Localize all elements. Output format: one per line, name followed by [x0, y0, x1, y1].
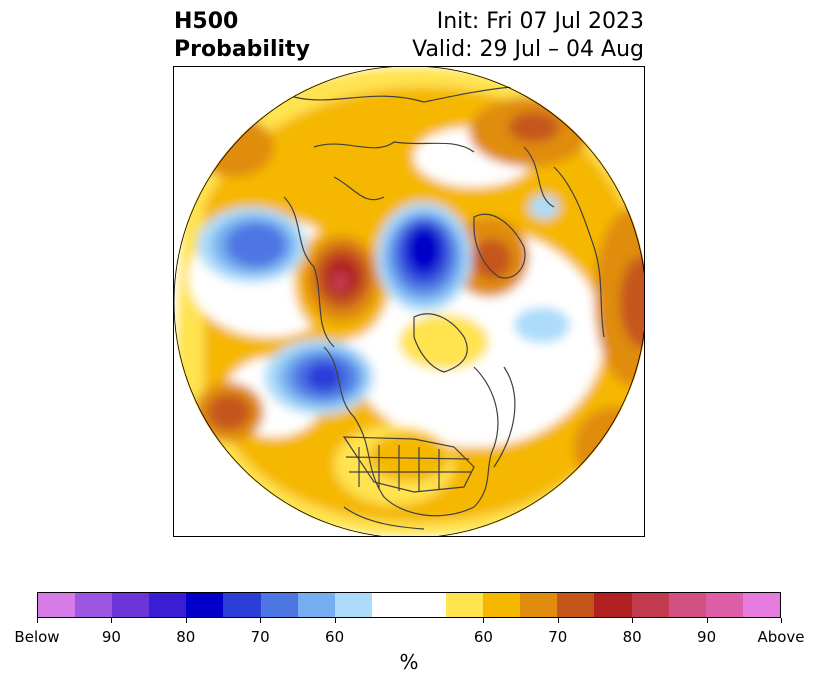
colorbar-tick-mark — [706, 618, 708, 623]
colorbar-segment — [631, 593, 669, 617]
colorbar-tick-mark — [781, 618, 782, 623]
chart-title: H500 Probability — [174, 8, 310, 64]
colorbar-segment — [594, 593, 632, 617]
colorbar-segment — [149, 593, 187, 617]
colorbar-tick-label: 60 — [325, 628, 345, 646]
colorbar-segment — [668, 593, 706, 617]
colorbar-tick-label: 70 — [250, 628, 270, 646]
colorbar-tick-label: 90 — [101, 628, 121, 646]
colorbar-segment — [520, 593, 558, 617]
colorbar-tick-label: 90 — [697, 628, 717, 646]
colorbar-tick-label: Above — [757, 628, 805, 646]
title-line-1: H500 — [174, 9, 239, 34]
colorbar-segment — [742, 593, 780, 617]
colorbar-segment — [408, 593, 447, 617]
colorbar-segment — [334, 593, 372, 617]
colorbar-tick-mark — [260, 618, 262, 623]
colorbar-segment — [38, 593, 76, 617]
colorbar-segment — [557, 593, 595, 617]
init-date-label: Init: Fri 07 Jul 2023 — [436, 9, 644, 34]
colorbar-segment — [446, 593, 484, 617]
valid-date-label: Valid: 29 Jul – 04 Aug — [412, 37, 644, 62]
colorbar-tick-label: Below — [14, 628, 60, 646]
colorbar-tick-mark — [185, 618, 187, 623]
colorbar-segment — [75, 593, 113, 617]
colorbar-segment — [260, 593, 298, 617]
colorbar-segment — [371, 593, 409, 617]
colorbar-unit-label: % — [399, 650, 419, 674]
colorbar-tick-mark — [37, 618, 38, 623]
colorbar-segment — [112, 593, 150, 617]
colorbar-segment — [705, 593, 743, 617]
date-info: Init: Fri 07 Jul 2023 Valid: 29 Jul – 04… — [412, 8, 644, 64]
probability-map — [174, 67, 644, 536]
colorbar-segment — [297, 593, 335, 617]
colorbar-segment — [223, 593, 261, 617]
colorbar-tick-label: 60 — [473, 628, 493, 646]
colorbar-tick-mark — [334, 618, 336, 623]
colorbar-tick-label: 80 — [622, 628, 642, 646]
colorbar-tick-mark — [557, 618, 559, 623]
map-panel — [173, 66, 645, 537]
colorbar — [37, 592, 781, 618]
colorbar-tick-label: 70 — [548, 628, 568, 646]
colorbar-tick-mark — [632, 618, 634, 623]
colorbar-segment — [483, 593, 521, 617]
coastline-outlines — [283, 85, 635, 530]
title-line-2: Probability — [174, 37, 310, 62]
colorbar-tick-label: 80 — [176, 628, 196, 646]
colorbar-tick-mark — [111, 618, 113, 623]
colorbar-segment — [186, 593, 224, 617]
colorbar-tick-mark — [483, 618, 485, 623]
